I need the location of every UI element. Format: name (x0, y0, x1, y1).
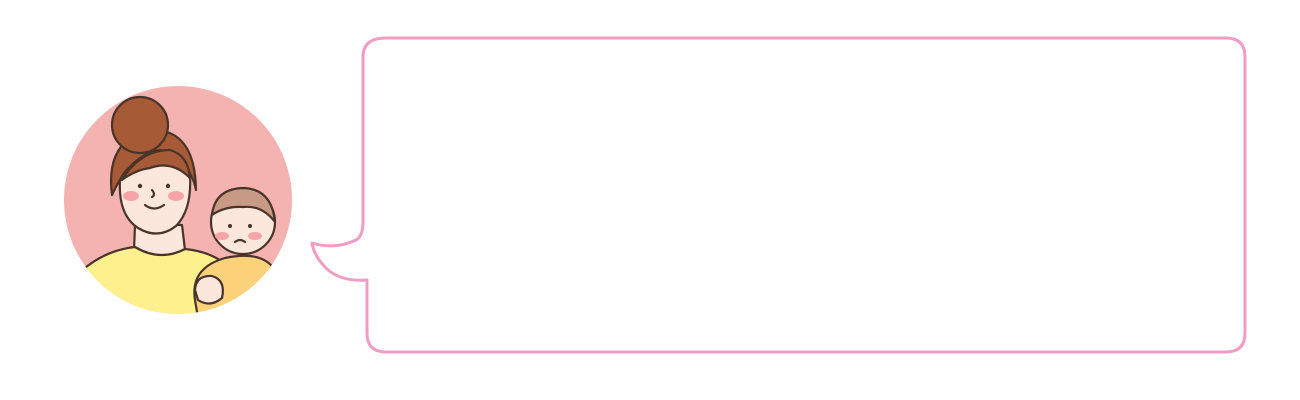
cheek (215, 232, 229, 240)
eye (248, 224, 252, 228)
mouth (143, 203, 166, 210)
cheek (248, 232, 262, 240)
fringe (120, 148, 192, 182)
eye (165, 183, 171, 189)
baby-hair (210, 186, 277, 224)
cheek (123, 191, 139, 201)
cheek (168, 191, 184, 201)
nose (150, 188, 156, 199)
mouth (233, 238, 247, 244)
eye (228, 224, 232, 228)
speech-bubble (310, 36, 1247, 354)
eye (137, 183, 143, 189)
hair-bun (110, 95, 170, 155)
avatar (64, 86, 292, 314)
hand (193, 274, 224, 305)
